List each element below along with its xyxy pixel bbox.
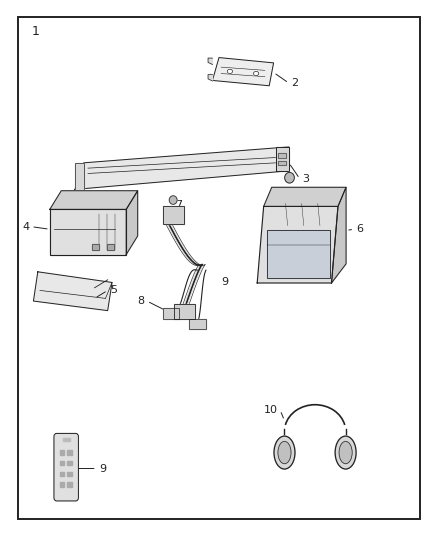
Bar	[67, 461, 72, 465]
Text: 2: 2	[291, 78, 298, 88]
Ellipse shape	[254, 71, 259, 76]
Polygon shape	[50, 191, 138, 209]
Text: 1: 1	[31, 25, 39, 38]
Bar	[92, 244, 99, 250]
Bar	[50, 209, 126, 255]
Text: 9: 9	[221, 278, 228, 287]
Bar	[92, 244, 99, 250]
Text: 10: 10	[264, 405, 278, 415]
Polygon shape	[208, 58, 212, 64]
Bar	[60, 482, 64, 487]
Text: 8: 8	[138, 296, 145, 306]
Polygon shape	[33, 272, 112, 311]
Ellipse shape	[227, 69, 233, 74]
Bar	[60, 450, 64, 455]
Text: 7: 7	[175, 200, 183, 211]
Ellipse shape	[335, 436, 356, 469]
Polygon shape	[264, 187, 346, 206]
Bar	[60, 461, 64, 465]
Bar	[278, 154, 286, 158]
Polygon shape	[276, 147, 289, 171]
FancyBboxPatch shape	[173, 304, 194, 319]
Bar	[278, 161, 286, 165]
Text: 9: 9	[99, 464, 106, 473]
Polygon shape	[126, 191, 138, 255]
Text: 3: 3	[302, 174, 309, 184]
FancyBboxPatch shape	[163, 308, 179, 319]
Bar	[107, 244, 114, 250]
Bar	[67, 482, 72, 487]
Polygon shape	[212, 58, 274, 86]
Polygon shape	[257, 206, 338, 283]
FancyBboxPatch shape	[189, 319, 205, 329]
Bar	[278, 154, 286, 158]
FancyBboxPatch shape	[54, 433, 78, 501]
Polygon shape	[75, 163, 84, 189]
Ellipse shape	[169, 196, 177, 204]
Text: 6: 6	[357, 224, 364, 235]
Ellipse shape	[274, 436, 295, 469]
Bar	[67, 450, 72, 455]
Bar	[267, 230, 330, 278]
Polygon shape	[332, 187, 346, 283]
Polygon shape	[75, 147, 289, 189]
Bar	[60, 472, 64, 476]
FancyBboxPatch shape	[162, 206, 184, 224]
Text: 4: 4	[22, 222, 29, 232]
Text: 5: 5	[110, 286, 117, 295]
Bar	[67, 472, 72, 476]
Ellipse shape	[278, 441, 291, 464]
Ellipse shape	[339, 441, 352, 464]
Bar	[267, 230, 330, 278]
Bar	[50, 209, 126, 255]
Bar	[107, 244, 114, 250]
Polygon shape	[208, 75, 212, 81]
Bar	[278, 161, 286, 165]
Bar	[63, 438, 70, 441]
Ellipse shape	[285, 172, 294, 183]
